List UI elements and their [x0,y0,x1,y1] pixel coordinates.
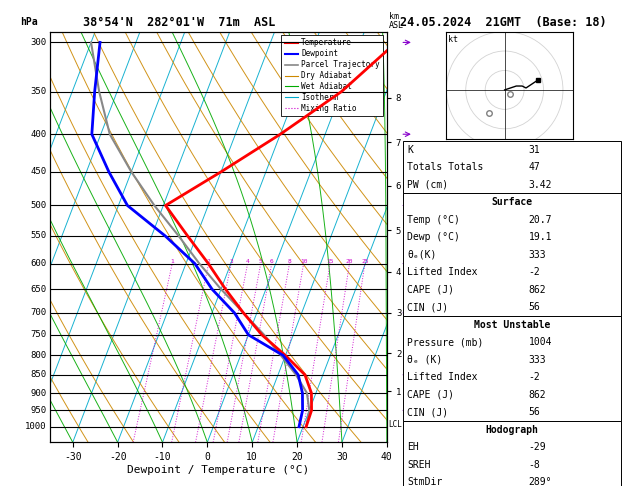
Text: Hodograph: Hodograph [486,425,538,434]
Text: 2: 2 [207,259,211,263]
Text: Temp (°C): Temp (°C) [407,215,460,225]
Text: 700: 700 [31,308,47,317]
Text: 500: 500 [31,201,47,210]
Text: 3.42: 3.42 [528,180,552,190]
X-axis label: Dewpoint / Temperature (°C): Dewpoint / Temperature (°C) [128,465,309,475]
Text: 862: 862 [528,390,546,399]
Text: 56: 56 [528,407,540,417]
Text: K: K [407,145,413,155]
Text: 47: 47 [528,162,540,172]
Text: CAPE (J): CAPE (J) [407,390,454,399]
Text: -8: -8 [528,460,540,469]
Text: 20: 20 [346,259,353,263]
Text: Surface: Surface [491,197,533,207]
Text: 25: 25 [361,259,369,263]
Text: 1000: 1000 [25,422,47,431]
Text: CAPE (J): CAPE (J) [407,285,454,295]
Text: 6: 6 [270,259,274,263]
Text: CIN (J): CIN (J) [407,302,448,312]
Text: 300: 300 [31,38,47,47]
Text: 289°: 289° [528,477,552,486]
Text: 1004: 1004 [528,337,552,347]
Text: 3: 3 [229,259,233,263]
Text: 5: 5 [259,259,262,263]
Text: 550: 550 [31,231,47,241]
Text: 850: 850 [31,370,47,379]
Text: 950: 950 [31,406,47,415]
Text: EH: EH [407,442,419,452]
Text: 8: 8 [287,259,291,263]
Text: 600: 600 [31,259,47,268]
Text: Dewp (°C): Dewp (°C) [407,232,460,242]
Text: θₑ(K): θₑ(K) [407,250,437,260]
Text: 333: 333 [528,250,546,260]
Text: kt: kt [448,35,459,45]
Text: θₑ (K): θₑ (K) [407,355,442,364]
Text: Mixing Ratio (g/kg): Mixing Ratio (g/kg) [430,190,438,284]
Text: 400: 400 [31,130,47,139]
Text: hPa: hPa [20,17,38,28]
Text: SREH: SREH [407,460,430,469]
Text: PW (cm): PW (cm) [407,180,448,190]
Text: 15: 15 [326,259,334,263]
Text: -2: -2 [528,372,540,382]
Text: 750: 750 [31,330,47,339]
Text: Totals Totals: Totals Totals [407,162,483,172]
Text: 56: 56 [528,302,540,312]
Text: 31: 31 [528,145,540,155]
Text: 450: 450 [31,167,47,176]
Text: 800: 800 [31,351,47,360]
Text: 10: 10 [300,259,308,263]
Text: Most Unstable: Most Unstable [474,320,550,330]
Text: 862: 862 [528,285,546,295]
Text: 4: 4 [246,259,250,263]
Legend: Temperature, Dewpoint, Parcel Trajectory, Dry Adiabat, Wet Adiabat, Isotherm, Mi: Temperature, Dewpoint, Parcel Trajectory… [281,35,383,116]
Text: StmDir: StmDir [407,477,442,486]
Text: 19.1: 19.1 [528,232,552,242]
Text: 38°54'N  282°01'W  71m  ASL: 38°54'N 282°01'W 71m ASL [83,16,276,29]
Text: 333: 333 [528,355,546,364]
Text: LCL: LCL [388,419,402,429]
Text: 900: 900 [31,389,47,398]
Text: km
ASL: km ASL [389,12,404,30]
Text: 650: 650 [31,285,47,294]
Text: © weatheronline.co.uk: © weatheronline.co.uk [406,471,518,480]
Text: 1: 1 [170,259,174,263]
Text: Lifted Index: Lifted Index [407,372,477,382]
Text: Lifted Index: Lifted Index [407,267,477,277]
Text: Pressure (mb): Pressure (mb) [407,337,483,347]
Text: -2: -2 [528,267,540,277]
Text: 350: 350 [31,87,47,96]
Text: 20.7: 20.7 [528,215,552,225]
Text: -29: -29 [528,442,546,452]
Text: CIN (J): CIN (J) [407,407,448,417]
Text: 24.05.2024  21GMT  (Base: 18): 24.05.2024 21GMT (Base: 18) [400,16,606,29]
